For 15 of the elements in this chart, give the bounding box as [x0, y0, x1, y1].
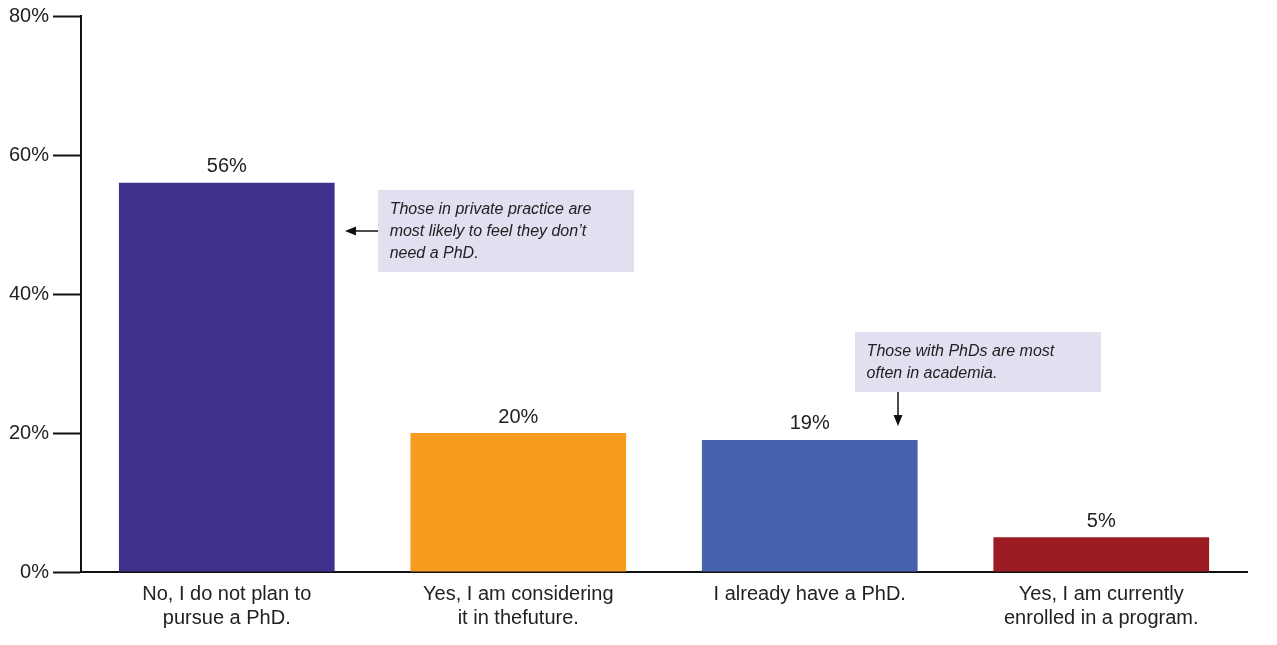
y-tick-label: 20% [9, 420, 50, 443]
y-tick-label: 0% [20, 559, 50, 582]
x-tick-label: Yes, I am currently enrolled in a program. [1003, 581, 1199, 628]
data-label: 56% [206, 154, 248, 177]
x-tick-label: Yes, I am considering it in thefuture. [423, 581, 614, 628]
y-tick-label: 60% [9, 142, 50, 165]
x-tick-label: I already have a PhD. [713, 581, 906, 604]
data-label: 5% [1086, 508, 1116, 531]
y-tick-label: 40% [9, 281, 50, 304]
note-box: Those in private practice are most likely to feel they don’t need a PhD. [377, 189, 634, 272]
y-tick-label: 80% [9, 3, 50, 26]
data-label: 20% [498, 404, 539, 427]
note-box: Those with PhDs are most often in academia. [854, 331, 1101, 392]
x-tick-label: No, I do not plan to pursue a PhD. [142, 581, 312, 628]
data-label: 19% [789, 411, 830, 434]
